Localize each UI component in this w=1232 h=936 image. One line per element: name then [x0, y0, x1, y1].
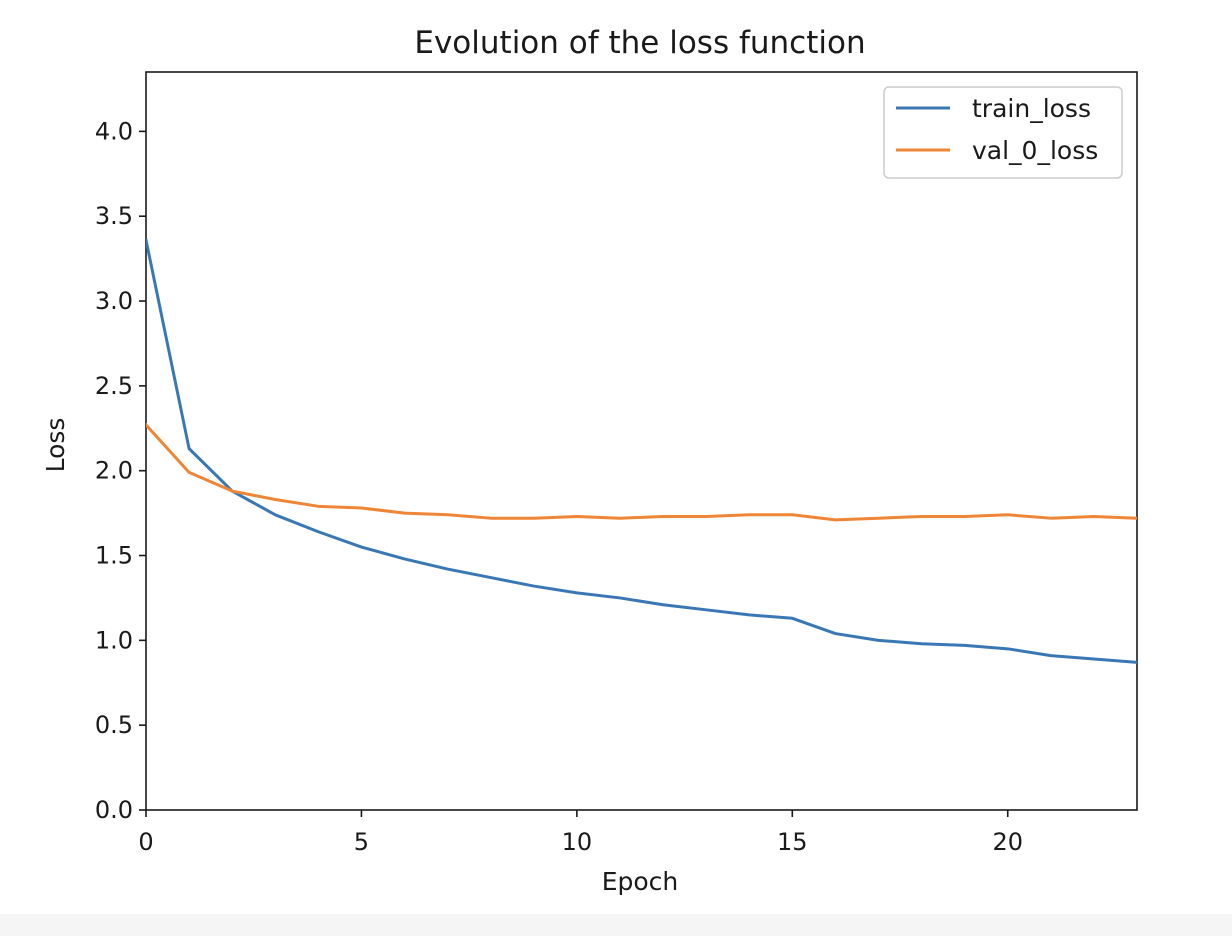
y-tick-label: 3.0	[95, 287, 133, 315]
x-tick-label: 10	[562, 828, 593, 856]
series-line-val-0-loss	[146, 422, 1137, 522]
series-line-train-loss	[146, 238, 1137, 664]
legend: train_loss val_0_loss	[883, 86, 1123, 179]
legend-box	[883, 86, 1123, 179]
plot-frame	[145, 71, 1138, 811]
series-lines	[146, 238, 1137, 664]
x-tick-label: 0	[138, 828, 153, 856]
y-tick-label: 2.0	[95, 457, 133, 485]
x-axis: 0 5 10 15 20	[138, 810, 1023, 856]
x-tick-label: 5	[354, 828, 369, 856]
y-tick-label: 3.5	[95, 202, 133, 230]
legend-label: train_loss	[972, 94, 1091, 123]
y-tick-label: 0.0	[95, 796, 133, 824]
loss-chart: Evolution of the loss function 0 5 10 15 20 …	[41, 25, 1138, 896]
y-tick-label: 0.5	[95, 711, 133, 739]
x-axis-label: Epoch	[602, 867, 679, 896]
x-tick-label: 15	[777, 828, 808, 856]
y-tick-label: 1.5	[95, 542, 133, 570]
figure: Evolution of the loss function 0 5 10 15 20 …	[41, 25, 1138, 896]
y-axis: 0.0 0.5 1.0 1.5 2.0 2.5 3.0 3.5 4.0	[95, 117, 146, 824]
y-tick-label: 1.0	[95, 626, 133, 654]
chart-title: Evolution of the loss function	[414, 25, 865, 61]
y-tick-label: 2.5	[95, 372, 133, 400]
y-tick-label: 4.0	[95, 117, 133, 145]
x-tick-label: 20	[992, 828, 1023, 856]
y-axis-label: Loss	[41, 418, 70, 473]
legend-label: val_0_loss	[972, 136, 1098, 165]
